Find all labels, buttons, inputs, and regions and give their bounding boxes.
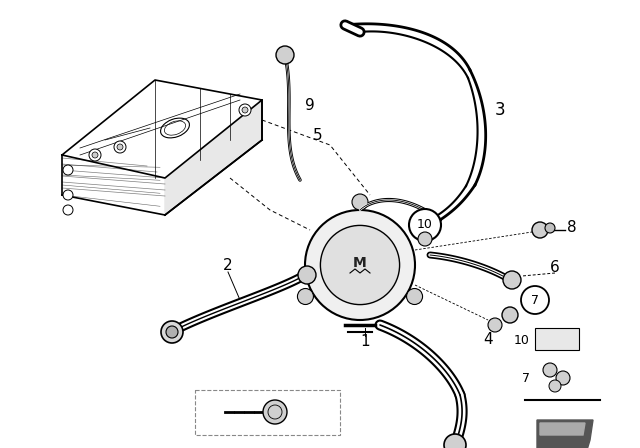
Circle shape (63, 165, 73, 175)
Circle shape (89, 149, 101, 161)
Bar (195, 390, 340, 435)
Circle shape (263, 400, 287, 424)
Circle shape (239, 104, 251, 116)
Circle shape (556, 371, 570, 385)
Circle shape (298, 289, 314, 305)
Polygon shape (540, 423, 585, 435)
Circle shape (488, 318, 502, 332)
Circle shape (305, 210, 415, 320)
Text: 2: 2 (223, 258, 233, 272)
Circle shape (114, 141, 126, 153)
Circle shape (409, 209, 441, 241)
Text: 3: 3 (495, 101, 506, 119)
Circle shape (549, 380, 561, 392)
Circle shape (276, 46, 294, 64)
Circle shape (418, 232, 432, 246)
Circle shape (63, 190, 73, 200)
Circle shape (521, 286, 549, 314)
Text: 7: 7 (531, 293, 539, 306)
Circle shape (503, 271, 521, 289)
Text: 8: 8 (567, 220, 577, 236)
Circle shape (444, 434, 466, 448)
Circle shape (298, 266, 316, 284)
Circle shape (117, 144, 123, 150)
FancyBboxPatch shape (535, 328, 579, 350)
Text: 5: 5 (313, 128, 323, 142)
Circle shape (242, 107, 248, 113)
Circle shape (352, 194, 368, 210)
Circle shape (532, 222, 548, 238)
Text: 10: 10 (514, 333, 530, 346)
Text: 7: 7 (522, 371, 530, 384)
Text: 10: 10 (417, 219, 433, 232)
Circle shape (502, 307, 518, 323)
Text: 1: 1 (360, 335, 370, 349)
Circle shape (543, 363, 557, 377)
Text: 6: 6 (550, 260, 560, 276)
Circle shape (63, 205, 73, 215)
Text: 4: 4 (483, 332, 493, 348)
Polygon shape (165, 100, 262, 215)
Text: 9: 9 (305, 98, 315, 112)
Circle shape (92, 152, 98, 158)
Circle shape (545, 223, 555, 233)
Circle shape (321, 225, 399, 305)
Circle shape (161, 321, 183, 343)
Circle shape (166, 326, 178, 338)
Text: M: M (353, 256, 367, 270)
Polygon shape (537, 420, 593, 448)
Circle shape (406, 289, 422, 305)
